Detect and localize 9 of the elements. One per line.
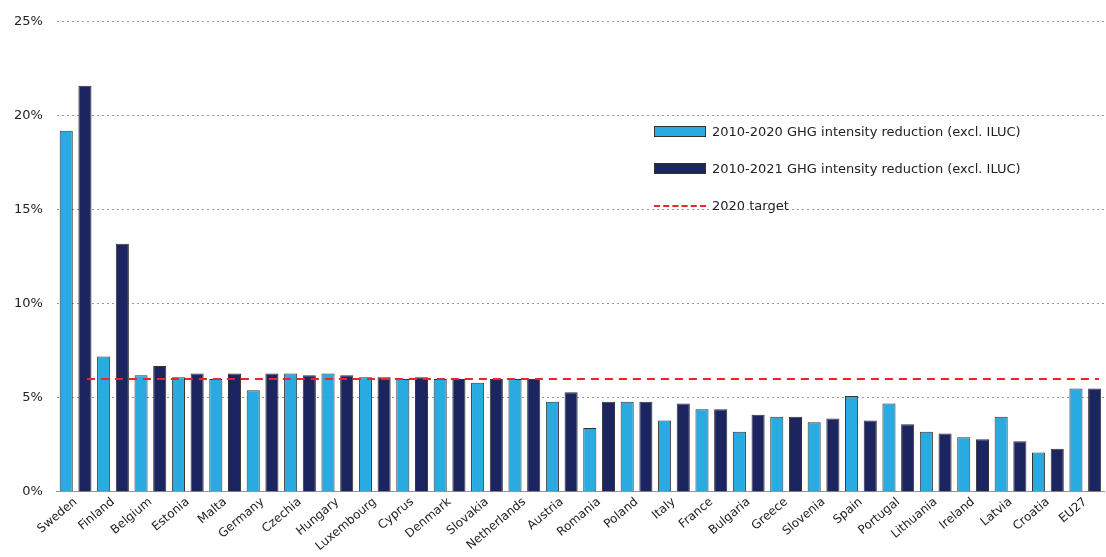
y-tick-label: 20% [13,107,43,123]
legend-label: 2010-2021 GHG intensity reduction (excl. ILUC) [712,161,1021,177]
y-tick-label: 5% [22,389,43,405]
y-tick-label: 10% [13,295,43,311]
y-tick-label: 15% [13,201,43,217]
y-tick-label: 25% [13,13,43,29]
y-tick-label: 0% [22,483,43,499]
legend-label: 2020 target [712,198,789,214]
legend-label: 2010-2020 GHG intensity reduction (excl. ILUC) [712,124,1021,140]
